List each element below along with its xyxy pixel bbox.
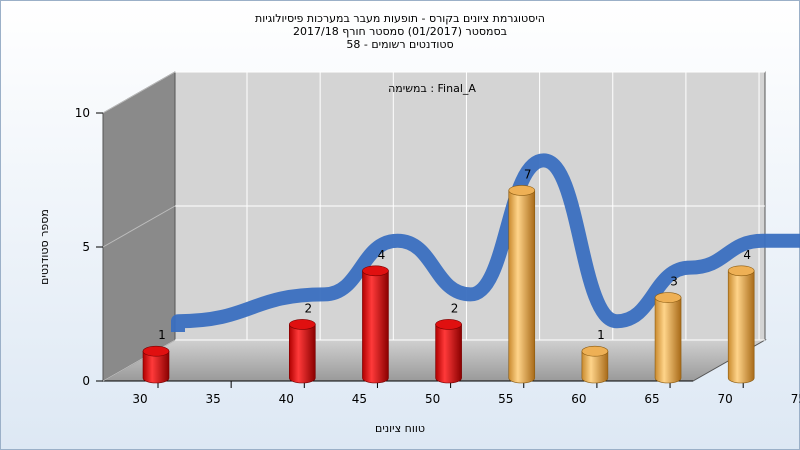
bar-top (362, 265, 389, 277)
x-tick-label: 35 (206, 392, 221, 406)
bar-value-label: 2 (451, 301, 459, 315)
bar-body (362, 270, 389, 384)
bar (727, 265, 755, 384)
bar-top (142, 345, 170, 357)
bar-value-label: 1 (158, 328, 166, 342)
grid-line-wall (102, 205, 176, 248)
chart-title: היסטוגרמת ציונים בקורס - תופעות מעבר במע… (255, 12, 545, 51)
bar-value-label: 7 (524, 167, 532, 181)
y-axis-ticks: 0 5 10 (75, 106, 103, 388)
bar (508, 185, 536, 384)
bar-top (727, 265, 755, 277)
x-tick-label: 70 (718, 392, 733, 406)
grid-line-wall (102, 71, 176, 114)
x-tick-label: 50 (425, 392, 440, 406)
bar-top (288, 319, 316, 330)
x-tick-label: 30 (132, 392, 147, 406)
bar-value-label: 2 (304, 301, 312, 315)
bar-value-label: 3 (670, 275, 678, 289)
bar (142, 345, 170, 384)
x-tick-label: 40 (279, 392, 294, 406)
y-tick-label: 5 (82, 240, 90, 254)
bar-body (289, 324, 316, 384)
bar-body (435, 324, 462, 384)
bar-top (508, 185, 536, 196)
bar-value-label: 4 (743, 248, 751, 262)
bar-top (581, 345, 609, 357)
bar-value-label: 4 (378, 248, 386, 262)
x-axis-ticks: 3035404550556065707580859095100 (132, 381, 800, 406)
y-tick-label: 10 (75, 106, 90, 120)
x-axis-label: טווח ציונים (375, 422, 425, 435)
bar (435, 319, 462, 384)
bar (288, 319, 316, 384)
y-tick-label: 0 (82, 374, 90, 388)
title-line-2: בסמסטר (01/2017) סמסטר חורף 2017/18 (293, 25, 507, 38)
bar-body (142, 350, 170, 384)
distribution-ribbon (171, 153, 800, 332)
y-axis-label: מספר סטודנטים (38, 209, 51, 285)
title-line-1: היסטוגרמת ציונים בקורס - תופעות מעבר במע… (255, 12, 545, 25)
bar-value-label: 1 (597, 328, 605, 342)
bars-group (142, 185, 755, 384)
task-annotation: במשימה : Final_A (388, 82, 476, 95)
x-tick-label: 75 (791, 392, 800, 406)
x-tick-label: 60 (571, 392, 586, 406)
x-tick-label: 55 (498, 392, 513, 406)
bar-body (508, 190, 536, 384)
bar-body (727, 270, 755, 384)
bar-body (581, 350, 609, 384)
bar-top (435, 319, 462, 330)
bar (581, 345, 609, 384)
bar-body (654, 297, 682, 384)
bar-top (654, 292, 682, 303)
x-tick-label: 45 (352, 392, 367, 406)
x-tick-label: 65 (644, 392, 659, 406)
bar-labels: 12427134447651 (158, 167, 751, 342)
bar (654, 292, 682, 384)
title-line-3: סטודנטים רשומים - 58 (346, 38, 453, 51)
bar (362, 265, 389, 384)
